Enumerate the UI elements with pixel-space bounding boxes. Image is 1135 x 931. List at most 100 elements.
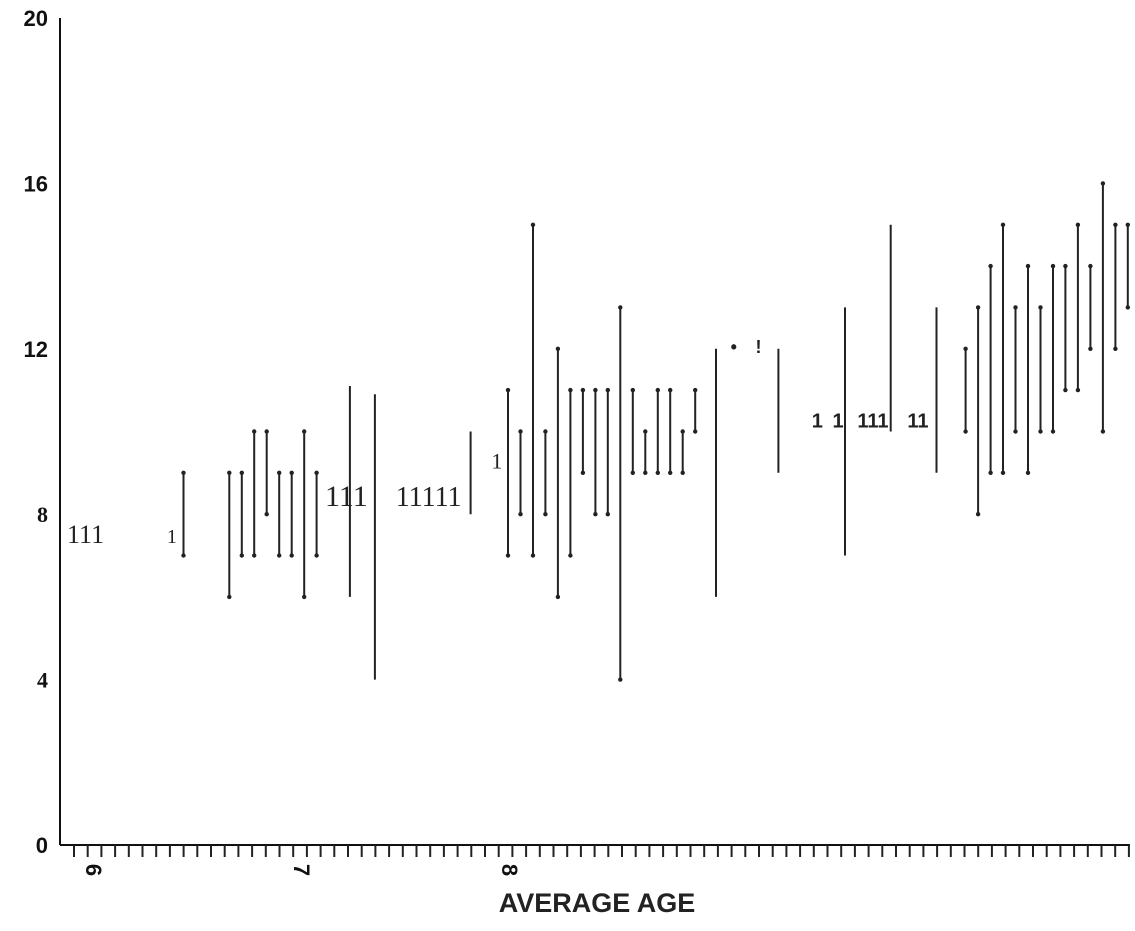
range-cap-low <box>963 429 968 434</box>
range-cap-low <box>239 553 244 558</box>
annotation-tally: 111 <box>67 520 104 549</box>
range-cap-high <box>1088 263 1093 269</box>
range-cap-low <box>543 512 548 517</box>
y-tick-label: 8 <box>37 502 48 527</box>
range-cap-low <box>693 429 698 434</box>
annotation-tally: 111 <box>325 480 368 513</box>
range-cap-low <box>302 594 307 600</box>
y-tick-label: 12 <box>24 337 48 362</box>
y-tick-label: 4 <box>37 668 48 693</box>
range-cap-high <box>680 429 685 434</box>
range-cap-low <box>668 470 673 475</box>
range-cap-high <box>181 470 186 475</box>
range-cap-high <box>314 470 319 475</box>
range-cap-low <box>580 470 586 475</box>
range-cap-high <box>227 470 232 475</box>
range-cap-high <box>630 387 635 393</box>
range-cap-low <box>1038 429 1043 434</box>
range-cap-high <box>568 387 573 393</box>
range-cap-low <box>277 553 282 558</box>
range-cap-high <box>277 470 282 475</box>
range-cap-high <box>264 429 269 434</box>
annotation-tally: 1 <box>812 410 823 432</box>
range-cap-low <box>605 512 610 517</box>
range-cap-low <box>181 553 186 558</box>
range-cap-high <box>668 387 673 393</box>
range-cap-high <box>1013 305 1018 310</box>
x-minor-ticks <box>73 845 1130 857</box>
range-cap-low <box>1125 305 1131 310</box>
range-cap-high <box>1075 222 1081 227</box>
range-cap-low <box>1013 429 1018 434</box>
range-cap-high <box>580 387 586 393</box>
range-cap-high <box>655 387 660 393</box>
range-cap-high <box>239 470 244 475</box>
range-cap-high <box>302 429 307 434</box>
range-cap-low <box>630 470 635 475</box>
range-cap-low <box>1088 346 1093 351</box>
range-cap-high <box>988 263 993 269</box>
annotation-tally: 11 <box>907 410 928 432</box>
range-cap-low <box>1000 470 1006 475</box>
range-cap-high <box>605 387 610 393</box>
x-tick-label: 7 <box>289 864 314 876</box>
range-cap-high <box>643 429 648 434</box>
annotation-tally: 111 <box>857 410 888 432</box>
range-cap-high <box>975 305 981 310</box>
range-cap-high <box>1025 263 1031 269</box>
range-cap-low <box>530 553 536 558</box>
range-cap-high <box>1113 222 1118 227</box>
x-tick-label: 6 <box>81 864 106 876</box>
range-cap-low <box>1113 346 1118 351</box>
range-cap-high <box>1100 181 1106 186</box>
range-cap-high <box>1125 222 1131 227</box>
range-cap-high <box>963 346 968 351</box>
y-tick-labels: 0 4 8 12 16 20 <box>24 6 48 858</box>
range-cap-low <box>618 677 623 682</box>
range-cap-low <box>227 594 232 600</box>
range-cap-high <box>289 470 294 475</box>
annotation-tally: 11111 <box>396 482 462 513</box>
range-cap-high <box>618 305 623 310</box>
range-cap-low <box>505 553 511 558</box>
range-cap-low <box>1100 429 1106 434</box>
range-cap-low <box>655 470 660 475</box>
x-tick-label: 8 <box>497 864 522 876</box>
annotation-tally: • <box>731 337 737 357</box>
y-tick-label: 16 <box>24 171 48 196</box>
range-cap-low <box>680 470 685 475</box>
range-cap-low <box>264 512 269 517</box>
x-axis-label: AVERAGE AGE <box>499 888 696 918</box>
range-cap-low <box>1063 387 1068 393</box>
range-cap-high <box>693 387 698 393</box>
range-cap-high <box>1000 222 1006 227</box>
range-cap-high <box>1038 305 1043 310</box>
y-tick-label: 0 <box>36 833 48 858</box>
range-cap-low <box>1025 470 1031 475</box>
range-cap-high <box>1050 263 1056 269</box>
range-cap-low <box>1075 387 1081 393</box>
range-cap-high <box>252 429 257 434</box>
annotation-tally: ! <box>756 337 762 357</box>
annotation-tally: 1 <box>833 410 844 432</box>
range-cap-low <box>568 553 573 558</box>
y-tick-label: 20 <box>24 6 48 31</box>
range-cap-high <box>530 222 536 227</box>
range-cap-high <box>543 429 548 434</box>
range-cap-low <box>593 512 598 517</box>
annotation-tally: 1 <box>491 449 502 474</box>
range-cap-low <box>289 553 294 558</box>
range-cap-high <box>518 429 523 434</box>
range-cap-low <box>314 553 319 558</box>
range-cap-low <box>1050 429 1056 434</box>
range-cap-low <box>555 594 561 600</box>
range-cap-high <box>593 387 598 393</box>
range-series <box>181 181 1131 682</box>
x-tick-labels: 6 7 8 <box>81 864 522 876</box>
range-cap-high <box>555 346 561 351</box>
range-cap-high <box>1063 263 1068 269</box>
range-cap-low <box>975 512 981 517</box>
range-cap-low <box>518 512 523 517</box>
